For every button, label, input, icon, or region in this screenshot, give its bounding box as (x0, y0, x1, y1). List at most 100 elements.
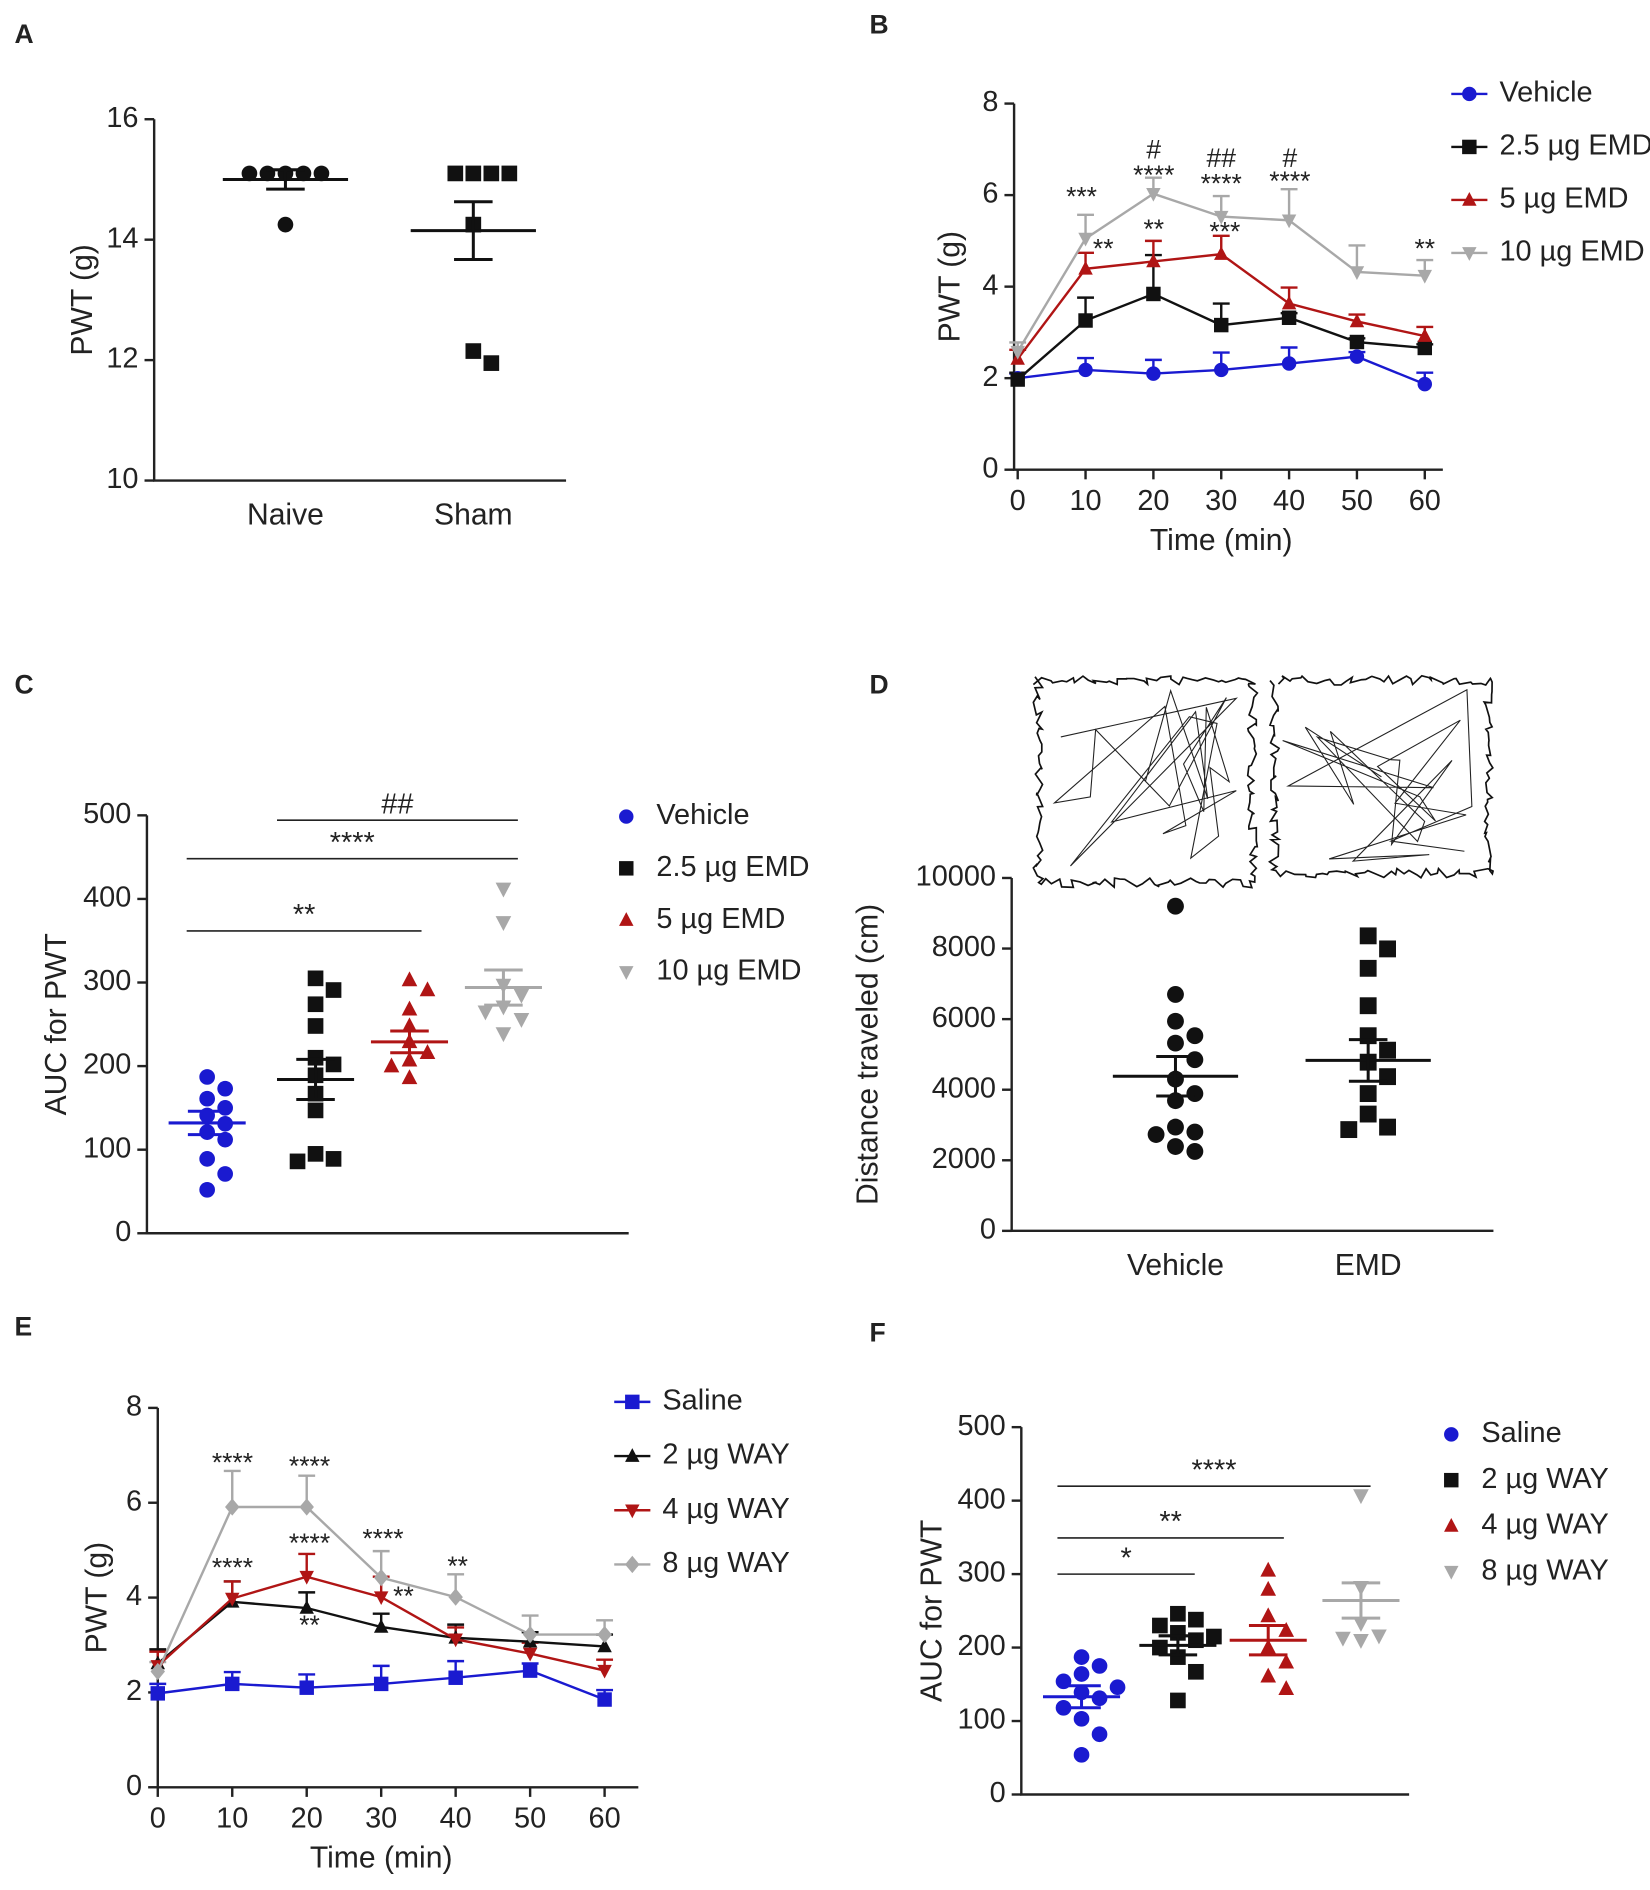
data-point (448, 1670, 463, 1685)
data-point (383, 1057, 400, 1073)
trajectory-border (1032, 675, 1259, 889)
legend-label: 4 µg WAY (662, 1493, 789, 1525)
data-point (501, 165, 518, 182)
annotation: # (1283, 143, 1298, 173)
y-tick-label: 0 (990, 1777, 1006, 1809)
data-point (1091, 1726, 1108, 1743)
data-point (1186, 1123, 1204, 1141)
data-point (1359, 997, 1377, 1015)
panel-letter: D (870, 669, 889, 699)
data-point (465, 165, 482, 182)
sem-bar (266, 168, 305, 191)
data-point (1170, 1649, 1186, 1665)
data-point (325, 1151, 342, 1167)
data-point (373, 1676, 389, 1692)
data-point (1379, 940, 1396, 958)
data-point (1214, 246, 1229, 260)
data-point (1359, 1105, 1377, 1123)
data-point (1073, 1710, 1090, 1727)
data-point (307, 1049, 324, 1066)
data-point (401, 1051, 418, 1067)
data-point (1167, 1118, 1184, 1136)
data-point (1417, 376, 1433, 392)
data-point (522, 1647, 538, 1662)
y-axis-label: PWT (g) (933, 231, 966, 342)
legend-label: 5 µg EMD (1499, 183, 1628, 215)
data-point (597, 1692, 612, 1707)
sem-bar (1156, 1055, 1195, 1098)
data-point (401, 1000, 418, 1016)
data-point (299, 1680, 314, 1695)
data-point (448, 1588, 463, 1606)
annotation: ** (1414, 234, 1435, 264)
legend-marker (619, 861, 634, 876)
data-point (1186, 1051, 1204, 1069)
data-point (1417, 328, 1433, 342)
data-point (307, 1018, 324, 1034)
x-tick-label: 10 (1069, 485, 1101, 517)
panel-letter: F (870, 1317, 886, 1347)
data-point (241, 165, 258, 182)
annotation: * (1120, 1542, 1131, 1574)
y-tick-label: 500 (83, 798, 131, 830)
legend-marker (625, 1555, 640, 1574)
annotation: ## (381, 788, 413, 820)
axes (1010, 877, 1494, 1233)
legend-label: 2.5 µg EMD (1499, 130, 1650, 162)
annotation: **** (212, 1552, 253, 1582)
data-point (1260, 1561, 1277, 1577)
data-point (1186, 1085, 1204, 1103)
data-point (1335, 1631, 1351, 1647)
y-tick-label: 500 (957, 1410, 1005, 1442)
legend-marker (1444, 1517, 1459, 1532)
trajectory (1052, 688, 1238, 867)
y-axis-label: AUC for PWT (915, 1520, 948, 1702)
sem-bar (484, 968, 523, 1007)
y-tick-label: 4 (982, 269, 998, 301)
x-tick-label: EMD (1335, 1249, 1402, 1282)
data-point (401, 971, 418, 987)
y-tick-label: 300 (83, 965, 131, 997)
data-point (401, 1069, 418, 1085)
legend-label: 2 µg WAY (662, 1439, 789, 1471)
data-point (307, 1102, 324, 1119)
data-point (1214, 317, 1229, 333)
data-point (1379, 1118, 1396, 1136)
panel-letter: B (870, 9, 889, 39)
annotation: **** (1192, 1454, 1237, 1486)
annotation: ** (1143, 214, 1164, 244)
y-tick-label: 10000 (916, 861, 996, 893)
sem-bar (1062, 1684, 1101, 1710)
x-tick-label: 40 (440, 1802, 472, 1834)
data-point (217, 1080, 233, 1097)
sem-bar (1348, 1038, 1388, 1083)
legend-label: 8 µg WAY (1481, 1554, 1608, 1586)
data-point (1379, 1041, 1396, 1059)
x-tick-label: 50 (1341, 485, 1373, 517)
legend-label: 8 µg WAY (662, 1547, 789, 1579)
data-point (1340, 1121, 1358, 1139)
data-point (447, 165, 464, 182)
x-tick-label: 50 (514, 1802, 546, 1834)
data-point (1371, 1629, 1387, 1645)
data-point (1147, 1126, 1165, 1143)
y-tick-label: 8 (982, 86, 998, 118)
sem-bar (1248, 1624, 1288, 1657)
data-point (513, 988, 530, 1004)
data-point (1167, 1034, 1184, 1052)
annotation: ** (293, 899, 316, 931)
data-point (1281, 356, 1297, 371)
annotation: **** (1201, 168, 1242, 198)
y-tick-label: 400 (957, 1483, 1005, 1515)
panel-letter: E (14, 1311, 32, 1341)
data-point (401, 1017, 418, 1033)
data-point (1281, 295, 1297, 310)
legend-label: Saline (662, 1385, 742, 1417)
annotation: **** (330, 827, 375, 859)
y-tick-label: 6 (126, 1485, 142, 1517)
y-axis-label: AUC for PWT (40, 933, 73, 1115)
data-point (1073, 1649, 1090, 1665)
y-tick-label: 8 (126, 1391, 142, 1423)
data-point (225, 1676, 240, 1692)
y-tick-label: 6000 (932, 1002, 996, 1034)
